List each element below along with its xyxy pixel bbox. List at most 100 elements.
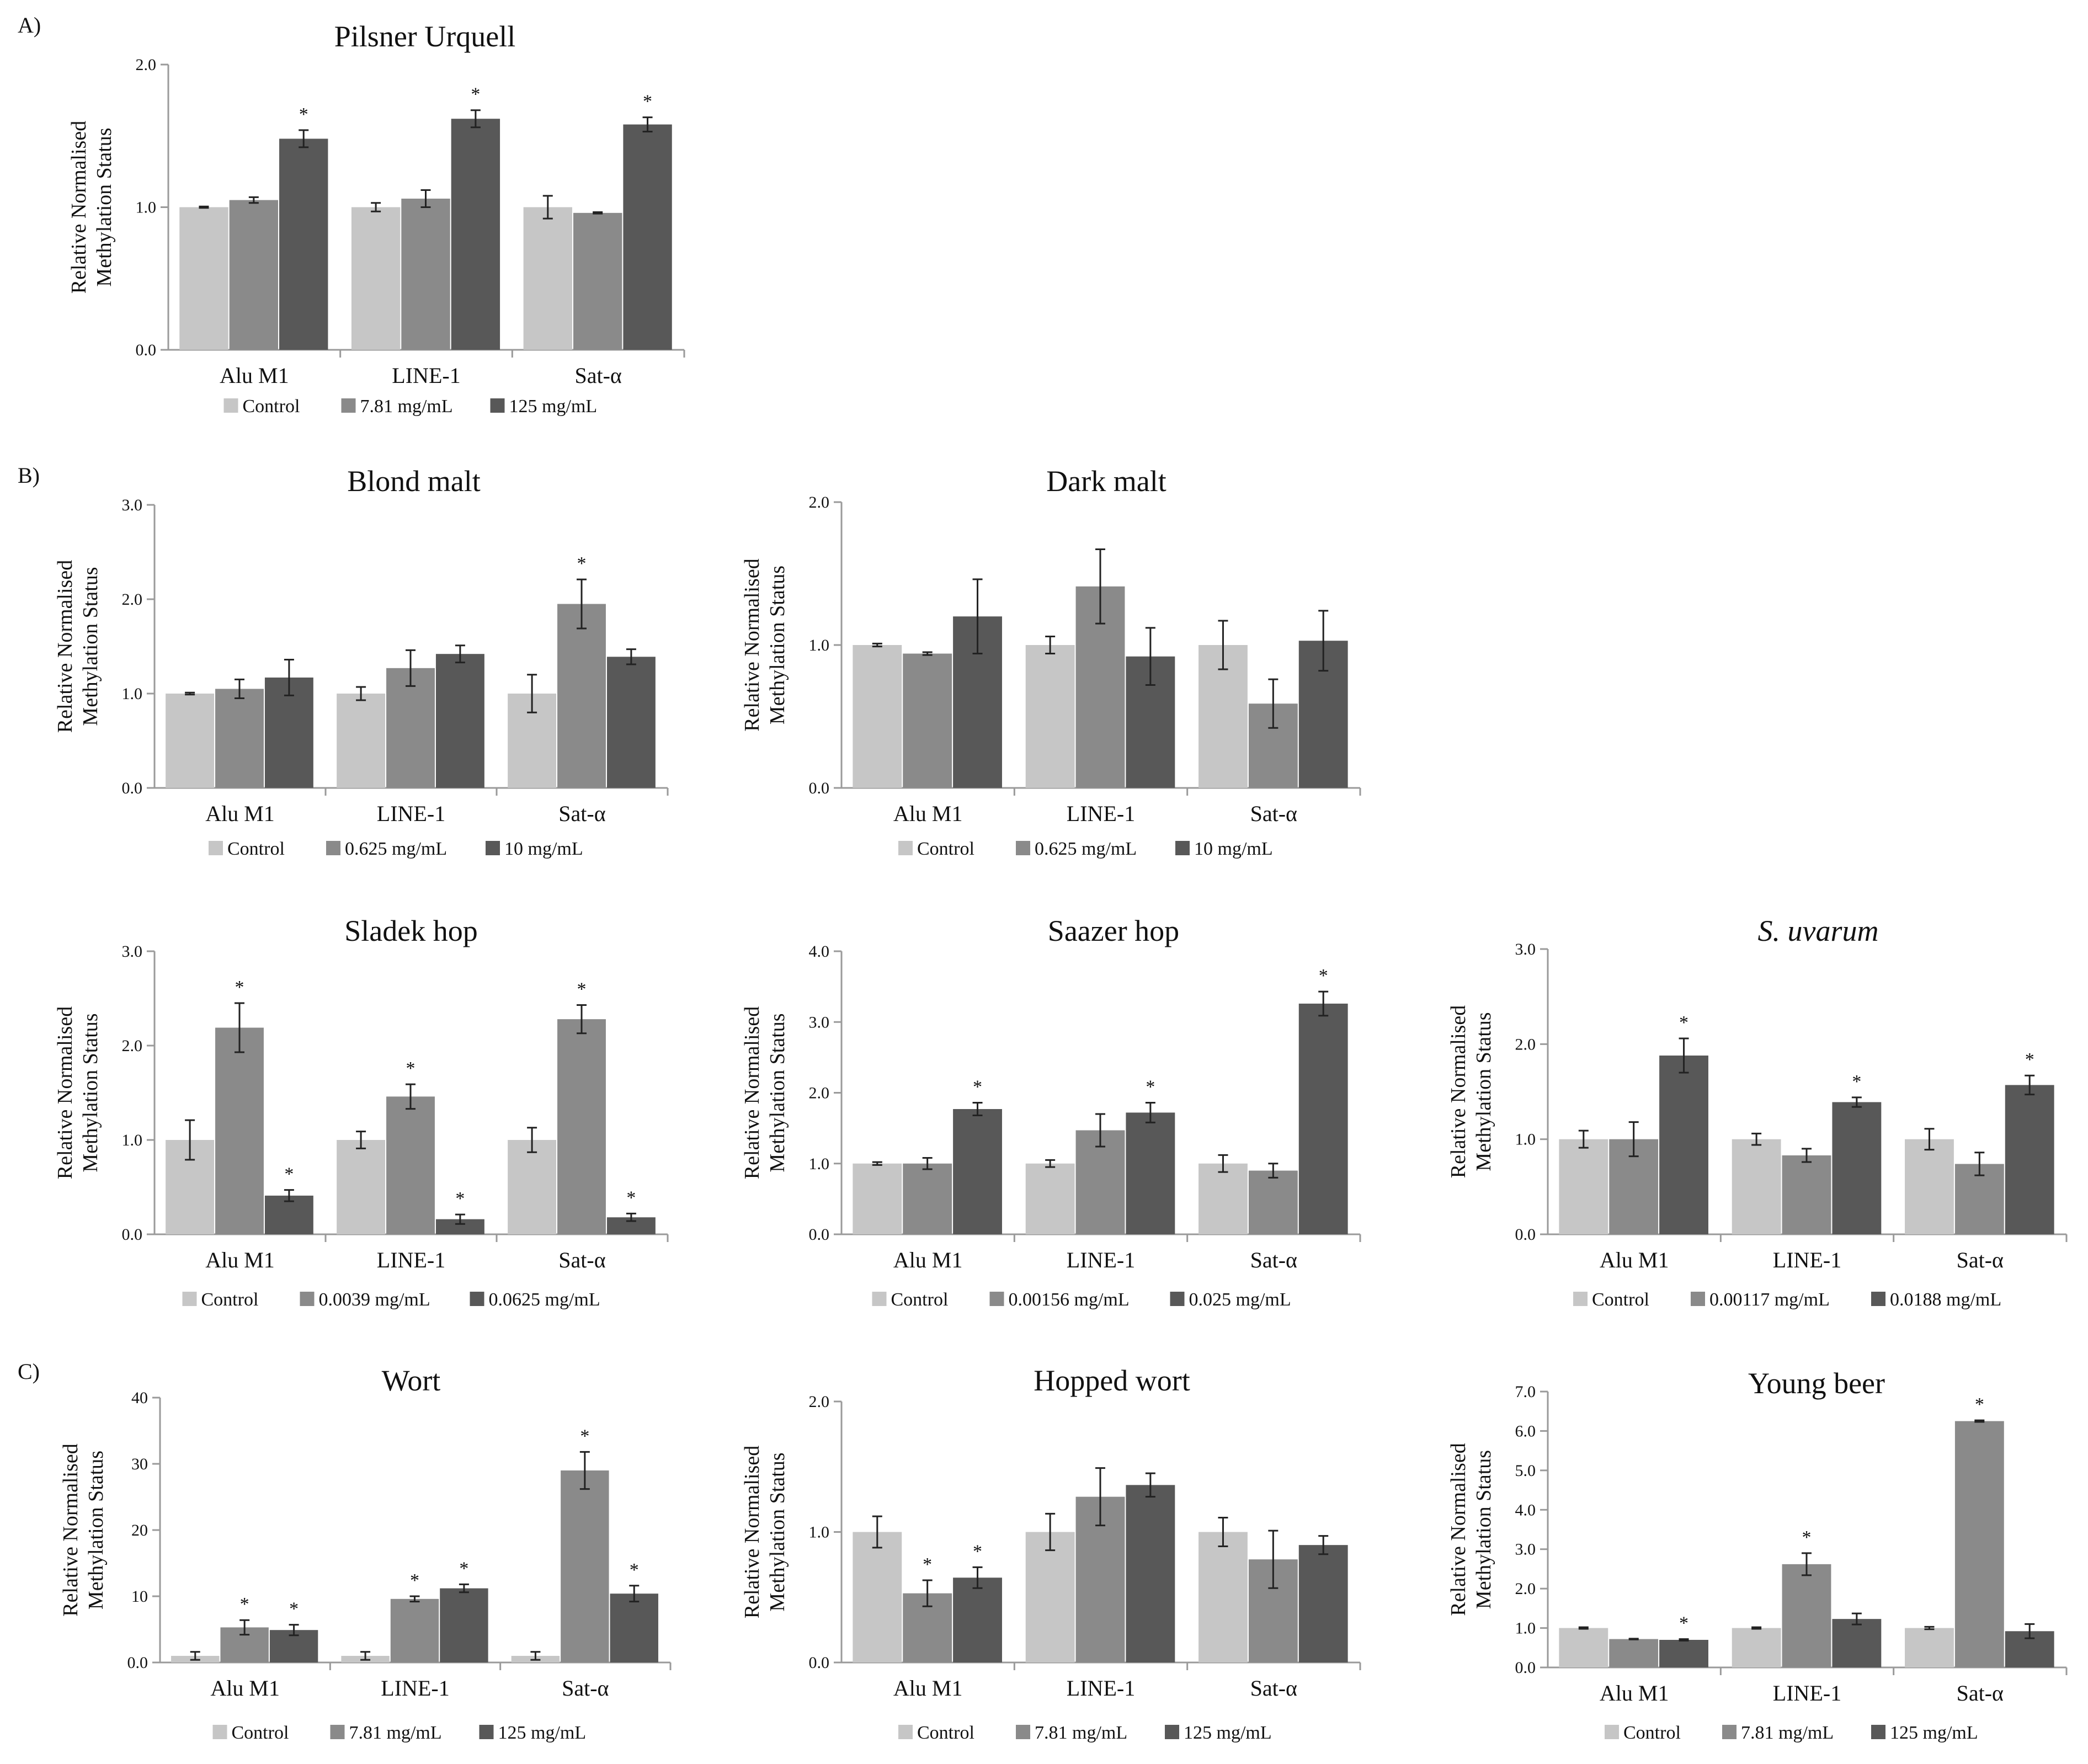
bar (1832, 1102, 1882, 1234)
chart-title: Young beer (1748, 1367, 1885, 1400)
chart-young: Young beer 0.0 1.0 2.0 3.0 4.0 5.0 6.0 7.0 Relati… (1447, 1367, 2068, 1743)
chart-title: Pilsner Urquell (334, 20, 515, 53)
legend-swatch (872, 1292, 887, 1306)
y-tick-label: 2.0 (122, 590, 143, 609)
bar (1075, 1130, 1125, 1234)
y-tick-label: 0.0 (122, 779, 143, 797)
y-tick-label: 0.0 (1515, 1659, 1536, 1677)
significance-marker: * (923, 1554, 932, 1575)
bar (179, 207, 228, 350)
chart-saazer: Saazer hop 0.0 1.0 2.0 3.0 4.0 Relative Normal… (741, 914, 1361, 1310)
bar (1954, 1421, 2004, 1667)
chart-title: Wort (382, 1364, 441, 1397)
significance-marker: * (289, 1599, 299, 1619)
significance-marker: * (577, 979, 587, 999)
bar (1832, 1619, 1882, 1667)
bar (435, 654, 484, 788)
x-category-label: Alu M1 (1600, 1248, 1669, 1272)
y-tick-label: 1.0 (809, 1155, 830, 1173)
y-tick-label: 2.0 (809, 1393, 830, 1411)
legend-label: Control (1592, 1289, 1649, 1310)
y-tick-label: 10 (131, 1587, 148, 1606)
x-category-label: Sat-α (1957, 1248, 2004, 1272)
legend-label: 0.0039 mg/mL (319, 1289, 430, 1310)
y-tick-label: 2.0 (122, 1037, 143, 1055)
bar (215, 689, 264, 788)
bar (1025, 1163, 1075, 1234)
y-tick-label: 5.0 (1515, 1462, 1536, 1480)
y-axis-label: Relative Normalised (54, 1006, 77, 1179)
legend-label: Control (917, 839, 974, 859)
legend-label: Control (243, 396, 300, 417)
bar (1659, 1056, 1708, 1234)
significance-marker: * (299, 104, 308, 125)
x-category-label: Alu M1 (205, 1248, 275, 1272)
bar (1782, 1155, 1831, 1234)
legend-swatch (182, 1292, 197, 1306)
legend-swatch (479, 1725, 494, 1739)
legend-label: 125 mg/mL (1184, 1723, 1272, 1743)
bar (1298, 1003, 1348, 1234)
bar (1199, 1163, 1248, 1234)
legend-label: Control (917, 1723, 974, 1743)
legend-swatch (486, 841, 500, 855)
y-tick-label: 0.0 (127, 1654, 148, 1672)
legend-label: Control (891, 1289, 949, 1310)
significance-marker: * (630, 1560, 639, 1580)
bar (1905, 1628, 1954, 1667)
bar (1782, 1564, 1831, 1667)
y-tick-label: 0.0 (809, 779, 830, 797)
x-category-label: Alu M1 (893, 1676, 963, 1701)
y-tick-label: 2.0 (1515, 1580, 1536, 1598)
bar (557, 1019, 606, 1234)
significance-marker: * (577, 553, 587, 574)
x-category-label: Alu M1 (893, 1248, 963, 1272)
x-category-label: Sat-α (562, 1676, 609, 1701)
bar (903, 653, 952, 788)
significance-marker: * (1679, 1613, 1688, 1634)
legend-label: 0.0188 mg/mL (1890, 1289, 2001, 1310)
y-axis-label: Methylation Status (84, 1451, 108, 1610)
x-category-label: Sat-α (1250, 801, 1297, 826)
bar (853, 1163, 902, 1234)
legend-swatch (223, 398, 238, 413)
y-tick-label: 30 (131, 1455, 148, 1473)
legend-label: 10 mg/mL (504, 839, 583, 859)
significance-marker: * (580, 1426, 589, 1446)
y-tick-label: 4.0 (809, 942, 830, 961)
legend-label: Control (227, 839, 285, 859)
y-tick-label: 4.0 (1515, 1501, 1536, 1519)
x-category-label: Sat-α (1250, 1676, 1297, 1701)
y-tick-label: 0.0 (122, 1225, 143, 1244)
bar (1248, 1170, 1298, 1234)
legend-label: 0.00156 mg/mL (1009, 1289, 1130, 1310)
legend-swatch (1175, 841, 1190, 855)
y-axis-label: Methylation Status (79, 1013, 102, 1172)
bar (557, 604, 606, 788)
chart-dark: Dark malt 0.0 1.0 2.0 Relative Normalised Met… (741, 465, 1361, 859)
x-category-label: LINE-1 (1067, 1676, 1135, 1701)
y-axis-label: Relative Normalised (741, 1006, 764, 1179)
bar (386, 1096, 435, 1234)
legend-swatch (209, 841, 223, 855)
bar (1732, 1628, 1781, 1667)
y-tick-label: 20 (131, 1521, 148, 1539)
significance-marker: * (643, 92, 652, 112)
significance-marker: * (1146, 1076, 1155, 1097)
significance-marker: * (973, 1076, 982, 1097)
x-category-label: Sat-α (1957, 1681, 2004, 1706)
significance-marker: * (471, 84, 480, 105)
legend-label: 10 mg/mL (1194, 839, 1273, 859)
significance-marker: * (626, 1187, 636, 1208)
chart-title: Hopped wort (1034, 1364, 1190, 1397)
x-category-label: Alu M1 (1600, 1681, 1669, 1706)
chart-title: Blond malt (347, 465, 481, 498)
bar (953, 1109, 1002, 1234)
y-tick-label: 2.0 (809, 1084, 830, 1102)
x-category-label: Alu M1 (220, 363, 289, 388)
significance-marker: * (406, 1058, 416, 1079)
legend-swatch (989, 1292, 1004, 1306)
y-axis-label: Relative Normalised (741, 1446, 764, 1618)
significance-marker: * (973, 1541, 982, 1562)
legend-swatch (326, 841, 340, 855)
